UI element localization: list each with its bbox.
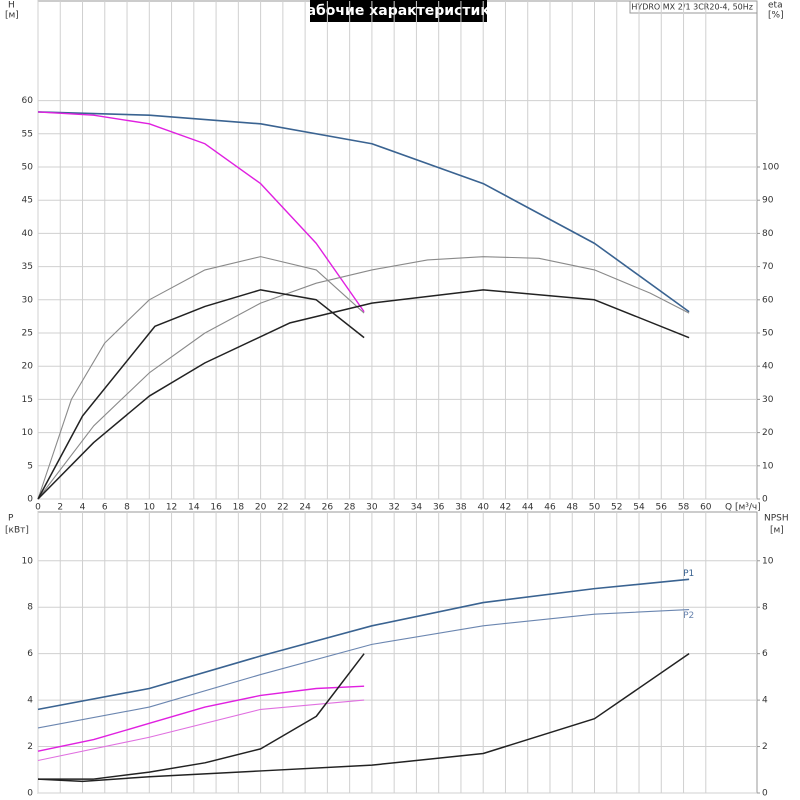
y-tick-label: 35	[22, 262, 33, 272]
y2-tick-label: 8	[762, 603, 768, 613]
y-tick-label: 0	[27, 495, 33, 505]
y2-axis-label: NPSH	[764, 514, 789, 524]
x-tick-label: 36	[433, 503, 445, 513]
y-axis-label: P	[8, 514, 14, 524]
y2-tick-label: 20	[762, 428, 774, 438]
x-tick-label: 42	[500, 503, 511, 513]
y2-tick-label: 10	[762, 461, 774, 471]
x-tick-label: 26	[322, 503, 334, 513]
curve	[38, 653, 365, 780]
x-tick-label: 4	[80, 503, 86, 513]
y2-axis-label: eta	[768, 1, 783, 11]
x-tick-label: 40	[477, 503, 489, 513]
y-axis-label: H	[8, 1, 15, 11]
curve	[37, 608, 690, 729]
x-tick-label: 8	[124, 503, 130, 513]
y2-axis-unit: [м]	[770, 526, 784, 536]
y-tick-label: 15	[22, 395, 33, 405]
curve	[37, 111, 365, 313]
y-tick-label: 55	[22, 129, 33, 139]
x-tick-label: 0	[35, 503, 41, 513]
x-tick-label: 44	[522, 503, 534, 513]
x-tick-label: 48	[567, 503, 579, 513]
y2-tick-label: 10	[762, 556, 774, 566]
y2-tick-label: 80	[762, 229, 774, 239]
y-tick-label: 8	[27, 603, 33, 613]
curve	[37, 653, 690, 783]
y-tick-label: 30	[22, 295, 34, 305]
curve	[37, 256, 365, 500]
y-tick-label: 40	[22, 229, 34, 239]
y2-axis-unit: [%]	[768, 11, 784, 21]
y2-tick-label: 0	[762, 495, 768, 505]
curve	[37, 289, 690, 500]
x-tick-label: 12	[166, 503, 177, 513]
y-axis-unit: [кВт]	[5, 526, 29, 536]
x-tick-label: 32	[388, 503, 399, 513]
y-tick-label: 6	[27, 649, 33, 659]
curve	[37, 256, 690, 500]
curve-label: P2	[683, 611, 694, 621]
x-tick-label: 22	[277, 503, 288, 513]
x-tick-label: 34	[411, 503, 423, 513]
x-tick-label: 18	[233, 503, 245, 513]
x-tick-label: 30	[366, 503, 378, 513]
x-tick-label: 6	[102, 503, 108, 513]
curve	[37, 289, 365, 500]
x-tick-label: 58	[678, 503, 690, 513]
bottom-plot-frame	[37, 511, 758, 794]
x-tick-label: 14	[188, 503, 200, 513]
y-axis-unit: [м]	[5, 11, 19, 21]
y-tick-label: 20	[22, 362, 34, 372]
y2-tick-label: 40	[762, 362, 774, 372]
title-box	[310, 0, 487, 22]
top-plot-frame	[37, 0, 758, 500]
x-tick-label: 56	[656, 503, 668, 513]
y2-tick-label: 60	[762, 295, 774, 305]
x-tick-label: 10	[144, 503, 156, 513]
y-tick-label: 2	[27, 742, 33, 752]
x-tick-label: 38	[455, 503, 467, 513]
x-tick-label: 52	[611, 503, 622, 513]
x-tick-label: 50	[589, 503, 601, 513]
curve	[37, 111, 690, 313]
model-label: HYDRO MX 2/1 3CR20-4, 50Hz	[631, 3, 753, 12]
y-tick-label: 45	[22, 196, 33, 206]
y2-tick-label: 90	[762, 196, 774, 206]
y2-tick-label: 2	[762, 742, 768, 752]
x-tick-label: 16	[210, 503, 222, 513]
curve	[37, 685, 365, 752]
x-tick-label: 46	[544, 503, 556, 513]
x-tick-label: 54	[633, 503, 645, 513]
y2-tick-label: 0	[762, 789, 768, 799]
y-tick-label: 4	[27, 696, 33, 706]
y-tick-label: 10	[22, 428, 34, 438]
y2-tick-label: 70	[762, 262, 774, 272]
x-axis-label: Q [м³/ч]	[725, 503, 761, 513]
x-tick-label: 24	[299, 503, 311, 513]
curve	[37, 578, 690, 711]
y-tick-label: 50	[22, 163, 34, 173]
chart-title: Рабочие характеристики	[296, 3, 499, 19]
curve	[37, 699, 365, 762]
y-tick-label: 25	[22, 329, 33, 339]
x-tick-label: 28	[344, 503, 356, 513]
y2-tick-label: 6	[762, 649, 768, 659]
y-tick-label: 5	[27, 461, 33, 471]
y2-tick-label: 30	[762, 395, 774, 405]
y-tick-label: 60	[22, 96, 34, 106]
x-tick-label: 20	[255, 503, 267, 513]
x-tick-label: 60	[700, 503, 712, 513]
y-tick-label: 0	[27, 789, 33, 799]
y2-tick-label: 50	[762, 329, 774, 339]
x-tick-label: 2	[57, 503, 63, 513]
y-tick-label: 10	[22, 556, 34, 566]
curve-label: P1	[683, 569, 694, 579]
y2-tick-label: 4	[762, 696, 768, 706]
y2-tick-label: 100	[762, 163, 779, 173]
